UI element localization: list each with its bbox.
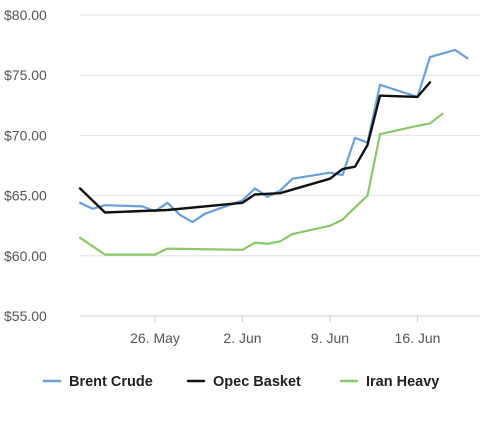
legend-label: Brent Crude xyxy=(69,374,153,390)
y-tick-label: $65.00 xyxy=(4,188,47,204)
legend-item-iran-heavy[interactable]: Iran Heavy xyxy=(339,374,439,390)
legend-label: Opec Basket xyxy=(213,374,301,390)
legend-item-brent-crude[interactable]: Brent Crude xyxy=(42,374,153,390)
x-axis-ticks: 26. May 2. Jun 9. Jun 16. Jun xyxy=(130,316,440,346)
series-layer xyxy=(78,48,469,256)
legend: Brent Crude Opec Basket Iran Heavy xyxy=(42,374,439,390)
x-tick-label: 26. May xyxy=(130,330,180,346)
x-tick-label: 9. Jun xyxy=(311,330,349,346)
y-tick-label: $75.00 xyxy=(4,67,47,83)
x-tick-label: 2. Jun xyxy=(223,330,261,346)
x-tick-label: 16. Jun xyxy=(395,330,441,346)
y-tick-label: $60.00 xyxy=(4,248,47,264)
grid-layer xyxy=(80,14,480,317)
legend-label: Iran Heavy xyxy=(366,374,439,390)
y-tick-label: $55.00 xyxy=(4,308,47,324)
y-axis-ticks: $55.00 $60.00 $65.00 $70.00 $75.00 $80.00 xyxy=(4,7,47,324)
y-tick-label: $70.00 xyxy=(4,127,47,143)
series-line-brent-crude xyxy=(78,48,469,224)
y-tick-label: $80.00 xyxy=(4,7,47,23)
series-line-opec-basket xyxy=(78,81,432,214)
series-line-iran-heavy xyxy=(78,112,444,256)
legend-item-opec-basket[interactable]: Opec Basket xyxy=(186,374,301,390)
